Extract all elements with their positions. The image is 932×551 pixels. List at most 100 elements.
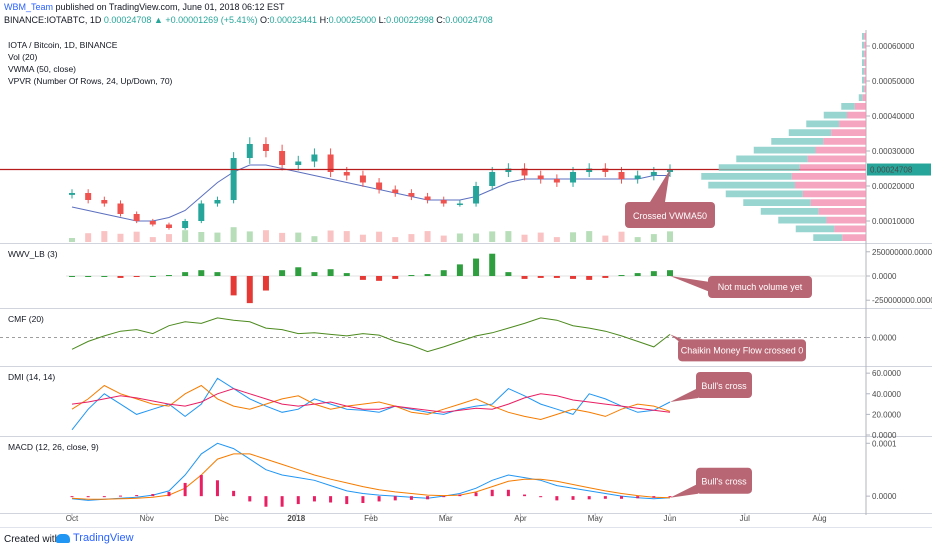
wwv-bar [602, 276, 609, 278]
wwv-bar [440, 270, 447, 276]
macd-histogram-bar [393, 496, 397, 501]
candle [667, 169, 673, 172]
high-value: 0.00025000 [328, 15, 377, 25]
macd-histogram-bar [329, 496, 333, 503]
candle [101, 200, 108, 204]
vpvr-down-bar [864, 33, 866, 40]
volume-bar [392, 237, 399, 242]
y-tick-label: 0.0001 [872, 439, 897, 448]
y-tick-label: 0.00050000 [872, 77, 915, 86]
chart-area[interactable]: IOTA / Bitcoin, 1D, BINANCE Vol (20) VWMA … [0, 30, 932, 527]
wwv-bar [246, 276, 253, 304]
pane-title-4: MACD (12, 26, close, 9) [8, 442, 99, 452]
open-label: O: [259, 15, 270, 25]
candle [618, 172, 625, 179]
close-value: 0.00024708 [445, 15, 493, 25]
vpvr-up-bar [795, 225, 835, 233]
vpvr-up-bar [813, 234, 843, 241]
y-tick-label: 0.0000 [872, 334, 897, 343]
macd-histogram-bar [280, 496, 284, 507]
macd-histogram-bar [345, 496, 349, 505]
vpvr-up-bar [718, 164, 800, 171]
candle [230, 158, 237, 200]
candle [586, 168, 593, 172]
candle [440, 200, 447, 204]
macd-histogram-bar [668, 496, 672, 498]
wwv-bar [165, 275, 172, 277]
pane-title-2: CMF (20) [8, 314, 44, 324]
y-tick-label: 0.00010000 [872, 217, 915, 226]
candle [165, 224, 172, 228]
callout-box [678, 339, 806, 362]
footer: Created with TradingView [0, 527, 932, 551]
vpvr-up-bar [743, 199, 811, 206]
wwv-bar [618, 275, 625, 277]
dmi-adx-line [71, 388, 671, 413]
callout-box [696, 467, 752, 494]
callout-text: Not much volume yet [718, 282, 803, 292]
volume-bar [618, 231, 625, 242]
open-value: 0.00023441 [269, 15, 318, 25]
volume-bar [570, 232, 577, 242]
macd-histogram-bar [620, 496, 624, 499]
wwv-bar [262, 276, 269, 291]
indicator-title: VPVR (Number Of Rows, 24, Up/Down, 70) [8, 76, 173, 86]
macd-histogram-bar [490, 489, 494, 497]
vpvr-down-bar [864, 41, 866, 49]
vpvr-up-bar [806, 120, 840, 128]
candle [570, 172, 577, 183]
macd-histogram-bar [215, 480, 219, 497]
wwv-bar [489, 253, 496, 276]
y-tick-label: 20.0000 [872, 410, 901, 419]
vpvr-up-bar [858, 94, 863, 101]
vpvr-down-bar [862, 94, 866, 101]
macd-histogram-bar [442, 496, 446, 498]
volume-bar [537, 232, 544, 242]
callout-text: Chaikin Money Flow crossed 0 [681, 345, 804, 355]
publisher-link[interactable]: WBM_Team [4, 2, 54, 12]
wwv-bar [149, 276, 156, 277]
candle [69, 193, 75, 195]
wwv-bar [343, 273, 350, 276]
macd-histogram-bar [474, 492, 478, 497]
macd-histogram-bar [167, 491, 171, 497]
low-label: L: [378, 15, 387, 25]
volume-bar [133, 231, 140, 242]
macd-histogram-bar [135, 495, 139, 497]
chart-header: WBM_Team published on TradingView.com, J… [0, 0, 932, 30]
vpvr-up-bar [701, 173, 792, 180]
vpvr-up-bar [862, 50, 865, 58]
macd-histogram-bar [539, 496, 543, 498]
callout-pointer [670, 388, 698, 403]
volume-bar [117, 233, 124, 242]
x-tick-label: Dec [214, 514, 228, 523]
volume-bar [667, 231, 673, 242]
candle [246, 144, 253, 158]
y-tick-label: -250000000.0000 [872, 296, 932, 305]
volume-bar [586, 231, 593, 242]
macd-histogram-bar [361, 496, 365, 504]
y-tick-label: 0.00030000 [872, 147, 915, 156]
tradingview-brand[interactable]: TradingView [56, 532, 134, 544]
candle [343, 172, 350, 176]
wwv-bar [214, 272, 221, 276]
macd-signal-line [71, 453, 671, 500]
vpvr-up-bar [862, 41, 865, 49]
candle [149, 221, 156, 225]
symbol-info: BINANCE:IOTABTC, 1D 0.00024708 ▲ +0.0000… [4, 15, 493, 25]
wwv-bar [117, 276, 124, 278]
vpvr-up-bar [708, 181, 796, 189]
price-change: +0.00001269 (+5.41%) [165, 15, 258, 25]
candle [456, 203, 463, 205]
indicator-title: VWMA (50, close) [8, 64, 76, 74]
candle [376, 182, 383, 190]
wwv-bar [85, 276, 92, 277]
vpvr-down-bar [831, 129, 866, 136]
vpvr-up-bar [778, 216, 827, 224]
macd-histogram-bar [151, 494, 155, 497]
candle [295, 161, 302, 165]
volume-bar [230, 227, 237, 242]
x-tick-label: Aug [812, 514, 826, 523]
volume-bar [634, 237, 641, 242]
wwv-bar [327, 269, 334, 276]
